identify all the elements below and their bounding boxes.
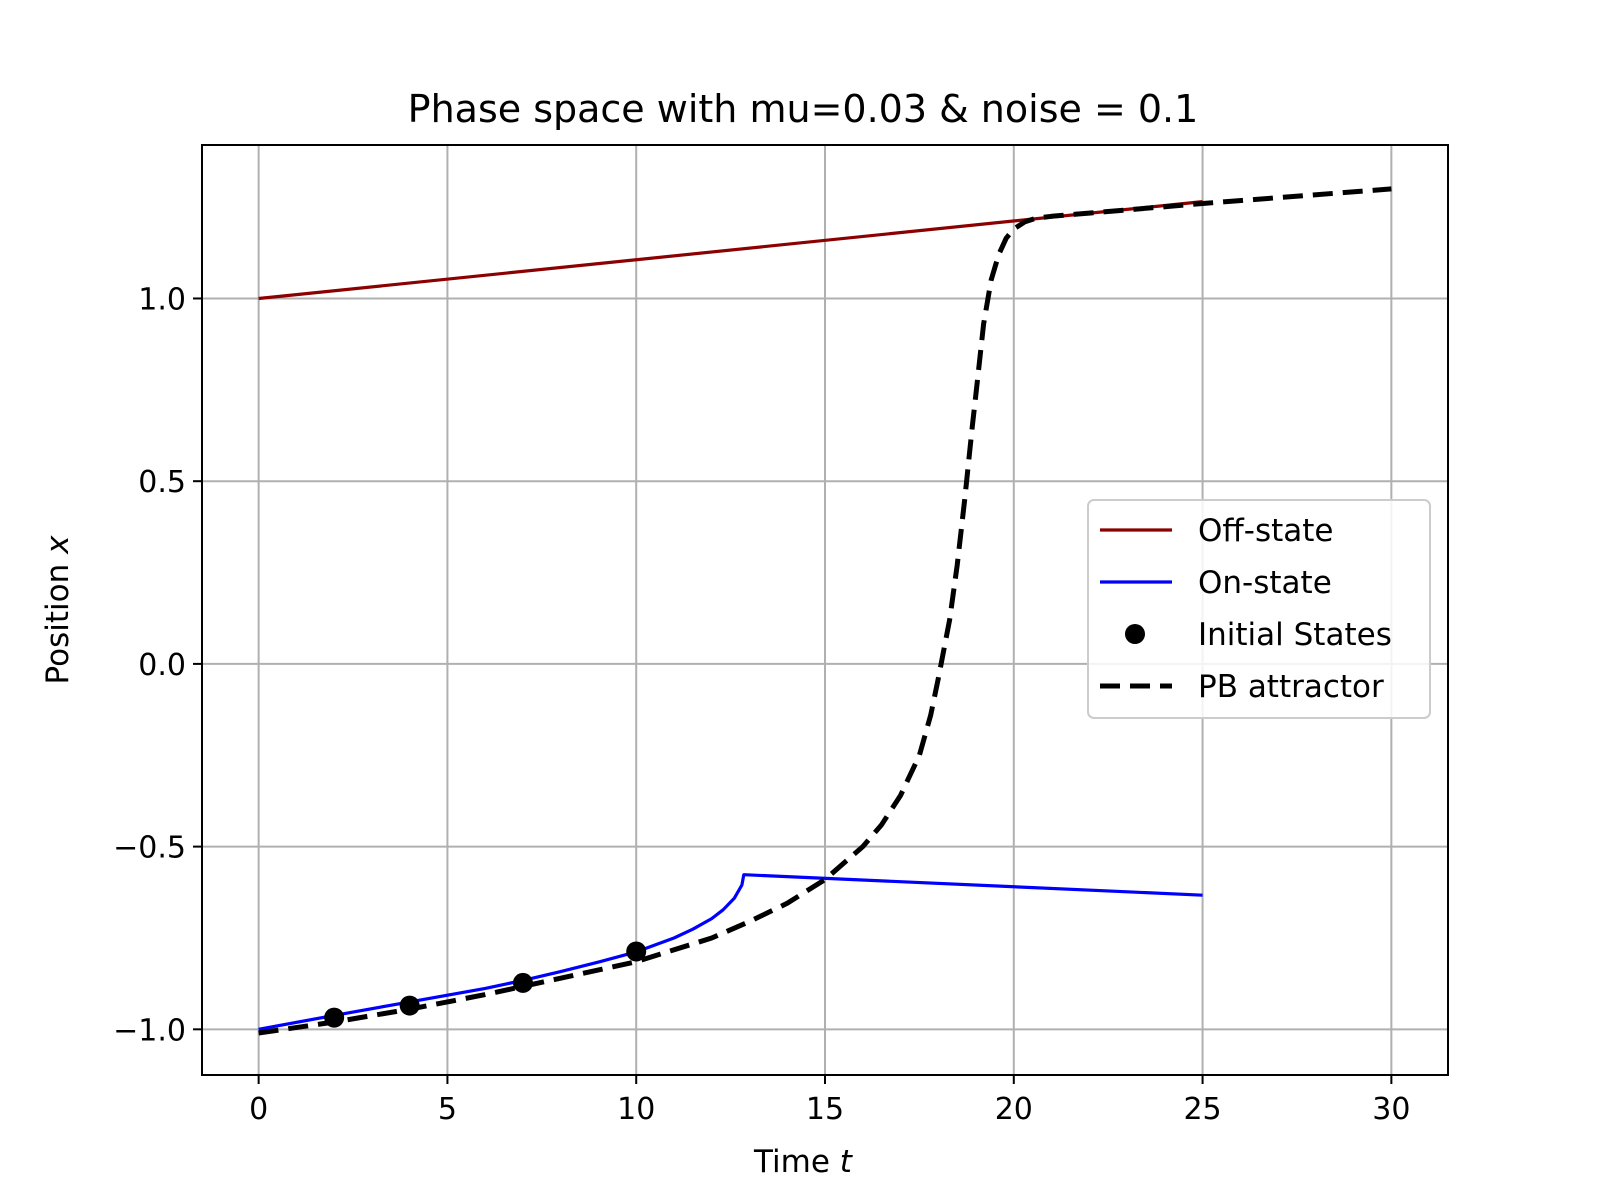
legend-label-pb-attractor: PB attractor [1198, 669, 1384, 705]
plot-series [258, 186, 1392, 1036]
x-tick-label: 10 [617, 1092, 655, 1127]
x-tick-label: 25 [1183, 1092, 1221, 1127]
legend: Off-state On-state Initial States PB attrac… [1087, 499, 1431, 719]
initial-state-point [626, 941, 647, 962]
initial-state-point [512, 972, 533, 993]
y-tick-label: −0.5 [113, 831, 186, 866]
y-tick-label: −1.0 [113, 1013, 186, 1048]
y-tick-label: 0.0 [138, 648, 186, 683]
y-axis-label-variable: x [40, 535, 76, 555]
x-tick-label: 30 [1372, 1092, 1410, 1127]
on-state-line [258, 873, 1203, 1031]
legend-label-off-state: Off-state [1198, 513, 1333, 549]
y-axis-label-text: Position [40, 554, 76, 685]
x-tick-label: 15 [806, 1092, 844, 1127]
x-tick-label: 0 [249, 1092, 268, 1127]
chart-title: Phase space with mu=0.03 & noise = 0.1 [408, 87, 1199, 131]
y-tick-label: 1.0 [138, 282, 186, 317]
x-tick-label: 5 [438, 1092, 457, 1127]
pb-attractor-line [258, 186, 1392, 1036]
x-axis-label: Time t [753, 1144, 854, 1180]
x-axis-ticks: 0 5 10 15 20 25 30 [249, 1075, 1410, 1127]
x-axis-label-variable: t [840, 1144, 854, 1180]
y-axis-label: Position x [40, 535, 76, 685]
legend-box [1087, 499, 1431, 719]
legend-label-on-state: On-state [1198, 565, 1332, 601]
x-tick-label: 20 [995, 1092, 1033, 1127]
y-tick-label: 0.5 [138, 465, 186, 500]
x-axis-label-text: Time [753, 1144, 840, 1180]
legend-label-initial-states: Initial States [1198, 617, 1392, 653]
y-axis-ticks: −1.0 −0.5 0.0 0.5 1.0 [113, 282, 202, 1048]
legend-marker-initial-states [1125, 624, 1145, 644]
